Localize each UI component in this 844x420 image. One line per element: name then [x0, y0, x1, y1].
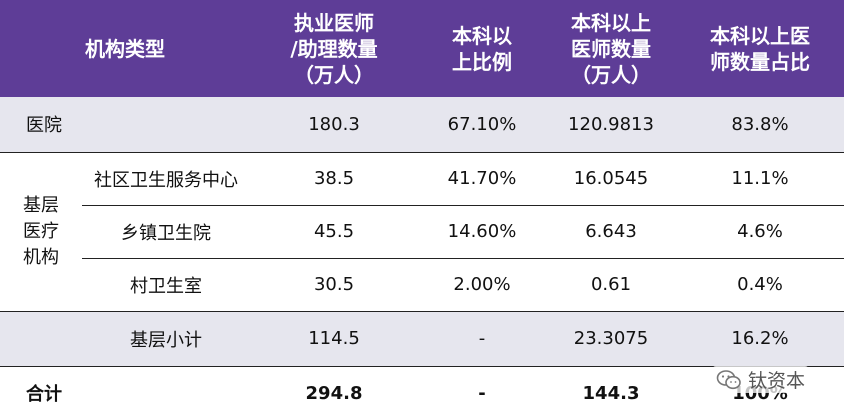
cell-bachelor-share: 4.6%: [676, 205, 844, 259]
table-row: 乡镇卫生院 45.5 14.60% 6.643 4.6%: [0, 205, 844, 259]
cell-physician-count: 30.5: [250, 258, 418, 312]
group-label-line: 医疗: [23, 220, 59, 242]
cell-bachelor-share: 0.4%: [676, 258, 844, 312]
wechat-icon: [716, 369, 741, 389]
watermark: 钛资本: [712, 366, 810, 393]
row-label: 基层小计: [82, 311, 250, 367]
row-label: 社区卫生服务中心: [82, 152, 250, 206]
cell-physician-count: 38.5: [250, 152, 418, 206]
cell-bachelor-ratio: -: [478, 382, 486, 404]
header-row: 机构类型 执业医师 /助理数量 （万人） 本科以 上比例 本科以上 医师数量 （…: [0, 0, 844, 97]
header-line: 师数量占比: [710, 49, 810, 74]
cell-bachelor-count: 120.9813: [546, 97, 676, 153]
row-label: 村卫生室: [82, 258, 250, 312]
header-line: 上比例: [452, 49, 512, 74]
cell-physician-count: 294.8: [305, 382, 363, 404]
header-bachelor-count: 本科以上 医师数量 （万人）: [546, 0, 676, 97]
group-label-line: 机构: [23, 246, 59, 268]
header-bachelor-ratio: 本科以 上比例: [418, 0, 546, 97]
row-label: 医院: [0, 97, 250, 153]
header-line: 执业医师: [294, 10, 374, 35]
cell-bachelor-count: 144.3: [582, 382, 640, 404]
header-line: 医师数量: [571, 36, 651, 61]
cell-bachelor-share: 11.1%: [676, 152, 844, 206]
cell-physician-count: 45.5: [250, 205, 418, 259]
row-label: 乡镇卫生院: [82, 205, 250, 259]
group-label-primary-care: 基层 医疗 机构: [0, 152, 82, 312]
table-row: 村卫生室 30.5 2.00% 0.61 0.4%: [0, 258, 844, 312]
cell-bachelor-ratio: 67.10%: [418, 97, 546, 153]
header-line: 本科以: [452, 23, 512, 48]
cell-bachelor-count: 16.0545: [546, 152, 676, 206]
cell-bachelor-share: 83.8%: [676, 97, 844, 153]
cell-bachelor-ratio: 2.00%: [418, 258, 546, 312]
header-line: （万人）: [294, 62, 374, 87]
header-bachelor-share: 本科以上医 师数量占比: [676, 0, 844, 97]
header-line: 本科以上: [571, 10, 651, 35]
cell-bachelor-ratio: -: [418, 311, 546, 367]
header-physician-count: 执业医师 /助理数量 （万人）: [250, 0, 418, 97]
empty-cell: [0, 311, 82, 367]
cell-bachelor-ratio: 41.70%: [418, 152, 546, 206]
header-institution-type: 机构类型: [85, 36, 165, 61]
watermark-text: 钛资本: [748, 370, 806, 392]
cell-physician-count: 114.5: [250, 311, 418, 367]
header-line: /助理数量: [290, 36, 378, 61]
cell-bachelor-count: 0.61: [546, 258, 676, 312]
cell-bachelor-count: 6.643: [546, 205, 676, 259]
cell-physician-count: 180.3: [250, 97, 418, 153]
cell-bachelor-share: 16.2%: [676, 311, 844, 367]
row-label: 合计: [26, 384, 62, 406]
cell-bachelor-count: 23.3075: [546, 311, 676, 367]
header-line: 本科以上医: [710, 23, 810, 48]
group-label-line: 基层: [23, 194, 59, 216]
table-row: 医院 180.3 67.10% 120.9813 83.8%: [0, 97, 844, 153]
cell-bachelor-ratio: 14.60%: [418, 205, 546, 259]
header-line: （万人）: [571, 62, 651, 87]
table-row: 基层小计 114.5 - 23.3075 16.2%: [0, 311, 844, 367]
table-row: 基层 医疗 机构 社区卫生服务中心 38.5 41.70% 16.0545 11…: [0, 152, 844, 312]
